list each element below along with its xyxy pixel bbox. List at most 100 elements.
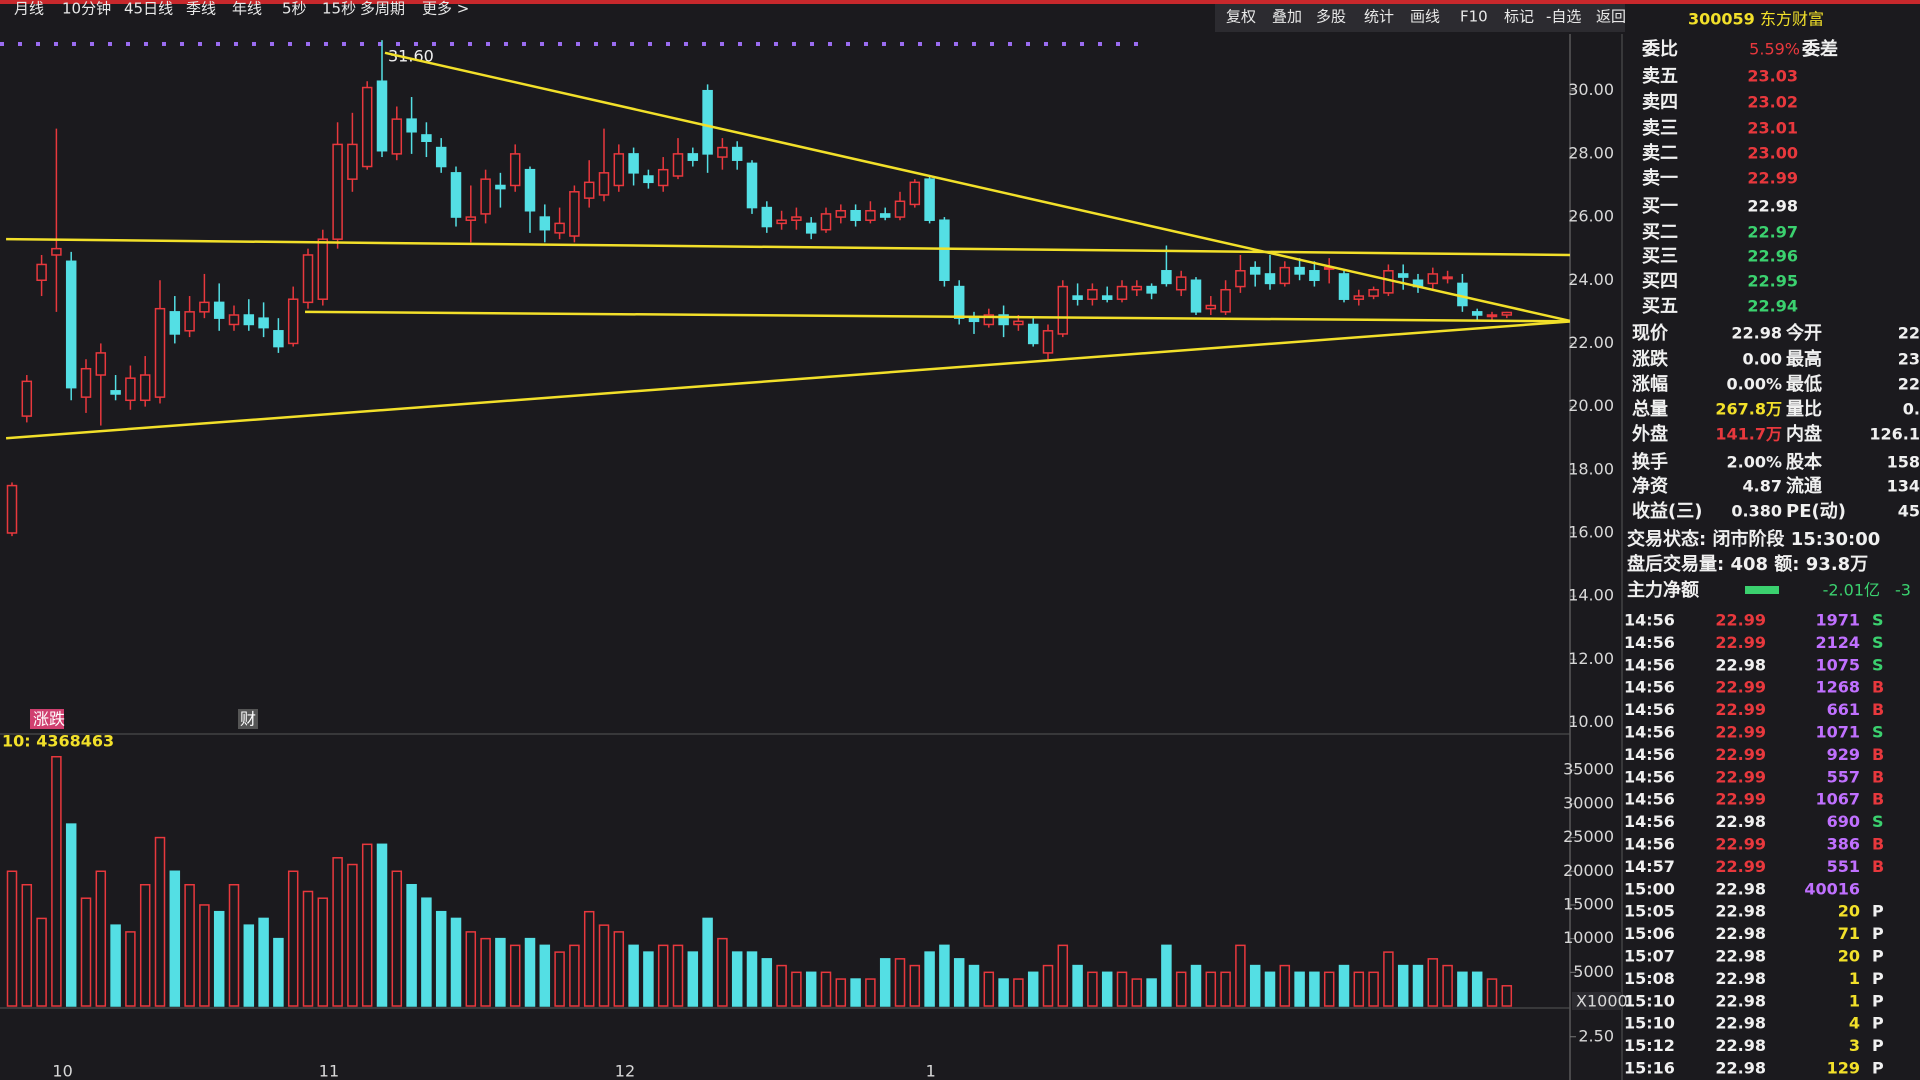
stock-name: 东方财富 <box>1760 10 1824 29</box>
stat-label: 流通 <box>1786 475 1822 497</box>
y-tick-label: 20.00 <box>1568 396 1614 415</box>
candle-body <box>953 285 965 319</box>
volume-bar <box>421 897 432 1007</box>
volume-bar <box>1323 971 1335 1007</box>
bid-label: 买四 <box>1642 271 1678 292</box>
candle-body <box>258 317 269 329</box>
candle-body <box>1397 273 1409 278</box>
volume-bar <box>909 964 921 1007</box>
volume-bar <box>1013 978 1024 1007</box>
candle-body <box>524 168 536 212</box>
y-tick-label: 2.50 <box>1578 1026 1614 1045</box>
trade-type: S <box>1872 633 1884 652</box>
candle-body <box>465 216 477 221</box>
stat-value: 267.8万 <box>1715 400 1782 419</box>
trade-price: 22.99 <box>1715 857 1766 876</box>
trade-volume: 1075 <box>1815 655 1860 674</box>
trade-price: 22.98 <box>1715 1014 1766 1033</box>
bid-label: 买一 <box>1642 196 1678 217</box>
candle-body <box>613 153 625 187</box>
trade-volume: 20 <box>1838 947 1860 966</box>
volume-bar <box>1101 971 1113 1007</box>
stat-label: 最高 <box>1786 348 1822 370</box>
candle-body <box>569 191 580 237</box>
toolbar-item: 月线 <box>14 0 44 18</box>
volume-bar <box>391 870 403 1007</box>
y-tick-label: 30.00 <box>1568 80 1614 99</box>
candle-body <box>1338 273 1350 300</box>
stock-code: 300059 <box>1688 10 1755 29</box>
volume-bar <box>1131 978 1143 1007</box>
toolbar-item: 复权 <box>1226 8 1256 26</box>
trade-time: 15:00 <box>1624 879 1675 898</box>
trade-volume: 551 <box>1827 857 1860 876</box>
candle-body <box>332 143 343 240</box>
stat-value: 2.00% <box>1726 453 1782 472</box>
trade-type: S <box>1872 812 1884 831</box>
volume-bar <box>1338 964 1350 1007</box>
volume-bar <box>36 917 47 1007</box>
ratio-label: 委比 <box>1641 39 1678 60</box>
trade-volume: 3 <box>1849 1036 1860 1055</box>
trade-time: 14:56 <box>1624 767 1675 786</box>
stat-label: 外盘 <box>1632 423 1668 445</box>
volume-bar <box>1190 964 1202 1007</box>
candle-body <box>480 178 491 215</box>
volume-bar <box>1057 944 1069 1007</box>
trade-volume: 40016 <box>1804 879 1860 898</box>
bid-label: 买三 <box>1642 246 1678 267</box>
volume-bar <box>6 870 18 1007</box>
volume-bar <box>450 917 462 1007</box>
stat-label: 涨幅 <box>1632 373 1668 395</box>
candle-body <box>1457 282 1468 307</box>
marker-box <box>30 709 64 729</box>
volume-bar <box>835 978 847 1007</box>
trade-volume: 1268 <box>1815 678 1860 697</box>
candle-body <box>1471 311 1483 316</box>
stat-value: 23 <box>1898 350 1920 369</box>
trade-price: 22.98 <box>1715 902 1766 921</box>
candle-body <box>495 184 506 190</box>
toolbar-item: 15秒 <box>322 0 356 18</box>
trade-type: P <box>1872 902 1884 921</box>
volume-bar <box>1442 964 1453 1007</box>
stat-value: 45 <box>1898 502 1920 521</box>
volume-bar <box>139 883 151 1007</box>
volume-bar <box>879 958 891 1007</box>
candle-body <box>1264 273 1276 285</box>
trade-time: 14:56 <box>1624 723 1675 742</box>
trade-type: S <box>1872 655 1884 674</box>
stat-label: 换手 <box>1632 451 1668 473</box>
candle-body <box>1101 295 1113 300</box>
toolbar-item: -自选 <box>1546 8 1581 26</box>
y-tick-label: 12.00 <box>1568 649 1614 668</box>
trade-price: 22.99 <box>1715 835 1766 854</box>
candle-body <box>6 484 18 534</box>
volume-bar <box>1294 971 1305 1007</box>
candle-body <box>243 314 255 326</box>
volume-bar <box>1235 944 1246 1007</box>
volume-bar <box>820 971 832 1007</box>
volume-bar <box>1383 951 1394 1007</box>
volume-bar <box>850 978 861 1007</box>
trade-time: 15:16 <box>1624 1059 1675 1078</box>
volume-bar <box>287 870 299 1007</box>
candle-body <box>125 377 136 402</box>
trade-time: 14:56 <box>1624 790 1675 809</box>
volume-bar <box>495 937 506 1007</box>
candle-body <box>731 146 743 161</box>
volume-bar <box>435 910 447 1007</box>
candle-body <box>273 330 284 348</box>
volume-bar <box>702 917 713 1007</box>
toolbar-item: 标记 <box>1504 8 1534 26</box>
volume-bar <box>613 931 625 1007</box>
trade-price: 22.99 <box>1715 767 1766 786</box>
volume-bar <box>273 937 284 1007</box>
trade-price: 22.98 <box>1715 812 1766 831</box>
stat-value: 22 <box>1898 324 1920 343</box>
volume-bar <box>347 863 358 1007</box>
volume-bar <box>243 924 255 1007</box>
volume-bar <box>628 944 639 1007</box>
trade-price: 22.99 <box>1715 723 1766 742</box>
trade-volume: 1071 <box>1815 723 1860 742</box>
